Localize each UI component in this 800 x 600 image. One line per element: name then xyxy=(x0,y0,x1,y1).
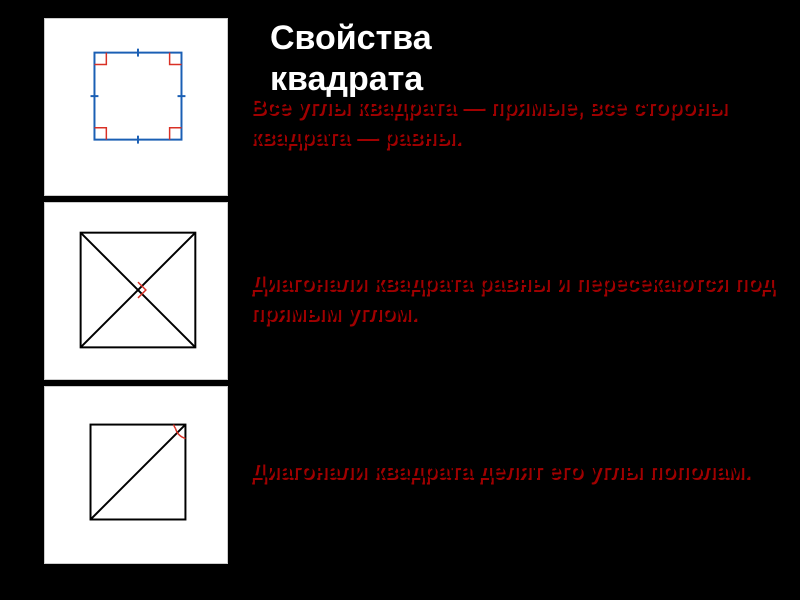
property-3-front: Диагонали квадрата делят его углы попола… xyxy=(250,456,750,486)
square-one-diagonal-svg xyxy=(45,387,227,563)
title-line-1: Свойства xyxy=(270,18,432,59)
property-2-front: Диагонали квадрата равны и пересекаются … xyxy=(250,268,790,327)
diagram-square-angles-ticks xyxy=(44,18,228,196)
square-diagonals-svg xyxy=(45,203,227,379)
diagram-square-diagonals xyxy=(44,202,228,380)
diagram-square-bisector xyxy=(44,386,228,564)
property-1-front: Все углы квадрата — прямые, все стороны … xyxy=(250,92,790,151)
page-title: Свойства квадрата xyxy=(270,18,432,100)
square-right-angles-svg xyxy=(45,19,227,195)
